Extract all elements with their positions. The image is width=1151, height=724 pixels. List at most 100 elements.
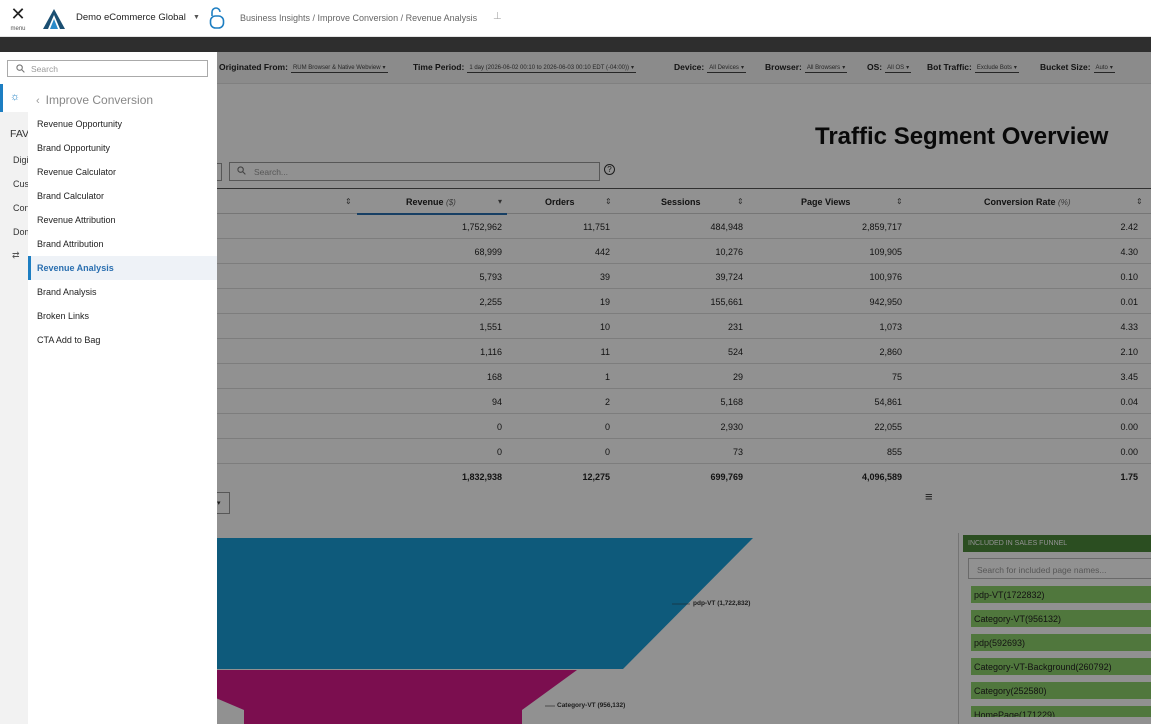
table-search-input[interactable]: Search... [229,162,600,181]
col-revenue[interactable]: Revenue ($) [406,197,456,207]
table-cell: 2,255 [479,297,502,307]
sales-funnel-panel: INCLUDED IN SALES FUNNEL Search for incl… [958,533,1151,724]
table-cell: 39,724 [715,272,743,282]
funnel-label: pdp-VT (1,722,832) [693,600,751,607]
table-cell: 855 [886,447,902,457]
sort-icon[interactable]: ⇕ [737,197,744,206]
table-cell: 0 [604,422,610,432]
sort-desc-icon[interactable]: ▾ [498,197,503,206]
table-cell: 484,948 [710,222,743,232]
filter-device[interactable]: Device: All Devices ▾ [674,62,746,73]
menu-item-broken-links[interactable]: Broken Links [37,311,90,321]
brand-logo-icon [43,9,65,29]
top-header: ✕ menu Demo eCommerce Global ▼ Business … [0,0,1151,37]
rail-item[interactable]: Digital [13,155,28,165]
table-cell: 442 [594,247,610,257]
table-cell: 0 [604,447,610,457]
table-cell: 942,950 [869,297,902,307]
breadcrumb: Business Insights / Improve Conversion /… [240,13,478,23]
table-cell: 3.45 [1120,372,1138,382]
funnel-page-item[interactable]: Category(252580) [971,682,1151,699]
table-total-row: 1,832,938 12,275 699,769 4,096,589 1.75 [217,464,1151,489]
rail-item[interactable]: Conversion [13,203,28,213]
table-cell: 39 [599,272,610,282]
submenu-back-button[interactable]: ‹ Improve Conversion [36,93,154,107]
sync-icon[interactable]: ⇄ [12,250,20,260]
table-cell: 2,859,717 [861,222,902,232]
table-row: 94 2 5,168 54,861 0.04 [217,389,1151,414]
menu-item-brand-calculator[interactable]: Brand Calculator [37,191,105,201]
filter-browser[interactable]: Browser: All Browsers ▾ [765,62,848,73]
rail-item[interactable]: Domain [13,227,28,237]
table-cell: 68,999 [474,247,502,257]
menu-item-brand-opportunity[interactable]: Brand Opportunity [37,143,111,153]
table-cell: 1,116 [480,347,502,357]
funnel-page-item[interactable]: pdp-VT(1722832) [971,586,1151,603]
page-name-search-input[interactable]: Search for included page names... [968,558,1151,579]
filter-bucket-size[interactable]: Bucket Size: Auto ▾ [1040,62,1115,73]
menu-item-cta-add-to-bag[interactable]: CTA Add to Bag [37,335,101,345]
table-body: 1,752,962 11,751 484,948 2,859,717 2.42 68,99… [217,214,1151,489]
funnel-page-item[interactable]: Category-VT-Background(260792) [971,658,1151,675]
table-cell: 10 [599,322,610,332]
filter-os[interactable]: OS: All OS ▾ [867,62,912,73]
panel-title: INCLUDED IN SALES FUNNEL [963,535,1151,552]
table-cell: 22,055 [874,422,902,432]
lightbulb-icon: ☼ [10,91,21,103]
table-cell: 5,793 [479,272,502,282]
unlock-icon[interactable] [209,6,225,30]
table-cell: 75 [891,372,902,382]
col-page-views[interactable]: Page Views [801,197,851,207]
funnel-page-item[interactable]: Category-VT(956132) [971,610,1151,627]
sort-icon[interactable]: ⇕ [605,197,612,206]
table-row: 0 0 2,930 22,055 0.00 [217,414,1151,439]
help-icon[interactable]: ? [604,164,615,175]
table-cell: 1,832,938 [461,472,502,482]
menu-item-revenue-opportunity[interactable]: Revenue Opportunity [37,119,123,129]
col-orders[interactable]: Orders [545,197,575,207]
funnel-select[interactable]: ▾ [217,492,230,514]
menu-item-revenue-analysis[interactable]: Revenue Analysis [28,256,217,280]
table-row: 0 0 73 855 0.00 [217,439,1151,464]
chart-menu-icon[interactable]: ≡ [925,489,933,504]
table-row: 1,551 10 231 1,073 4.33 [217,314,1151,339]
menu-item-brand-analysis[interactable]: Brand Analysis [37,287,97,297]
app-switcher-caret-icon[interactable]: ▼ [193,14,200,21]
app-name[interactable]: Demo eCommerce Global [76,12,186,23]
menu-label: menu [10,26,26,32]
menu-item-brand-attribution[interactable]: Brand Attribution [37,239,104,249]
table-cell: 2.42 [1120,222,1138,232]
table-row: 1,116 11 524 2,860 2.10 [217,339,1151,364]
table-cell: 0.10 [1120,272,1138,282]
menu-close-button[interactable]: ✕ menu [6,6,30,34]
col-conversion-rate[interactable]: Conversion Rate (%) [984,197,1071,207]
menu-item-revenue-attribution[interactable]: Revenue Attribution [37,215,116,225]
table-cell: 1.75 [1120,472,1138,482]
table-cell: 2,930 [720,422,743,432]
active-sort-indicator [357,213,507,215]
filter-originated-from[interactable]: Originated From: RUM Browser & Native Web… [219,62,388,73]
sort-icon[interactable]: ⇕ [1136,197,1143,206]
table-header: ⇕ Revenue ($) ▾ Orders ⇕ Sessions ⇕ Page… [217,188,1151,215]
search-icon [16,64,25,73]
rail-item[interactable]: Customer [13,179,28,189]
pin-icon[interactable]: ⊥ [493,11,502,22]
filter-bot-traffic[interactable]: Bot Traffic: Exclude Bots ▾ [927,62,1019,73]
table-cell: 699,769 [710,472,743,482]
col-sessions[interactable]: Sessions [661,197,701,207]
table-row: 168 1 29 75 3.45 [217,364,1151,389]
funnel-page-item[interactable]: HomePage(171229) [971,706,1151,717]
menu-item-revenue-calculator[interactable]: Revenue Calculator [37,167,117,177]
table-cell: 54,861 [874,397,902,407]
table-cell: 10,276 [715,247,743,257]
sort-icon[interactable]: ⇕ [345,197,352,206]
filter-time-period[interactable]: Time Period: 1 day (2026-06-02 00:10 to 2… [413,62,637,73]
sort-icon[interactable]: ⇕ [896,197,903,206]
funnel-page-item[interactable]: pdp(592693) [971,634,1151,651]
rail-favorites[interactable]: FAVORITES [10,128,28,140]
rail-item-business-insights[interactable]: ☼ [0,84,28,112]
table-cell: 4.30 [1120,247,1138,257]
nav-search-input[interactable]: Search [7,60,208,77]
table-cell: 524 [727,347,743,357]
table-row: 5,793 39 39,724 100,976 0.10 [217,264,1151,289]
